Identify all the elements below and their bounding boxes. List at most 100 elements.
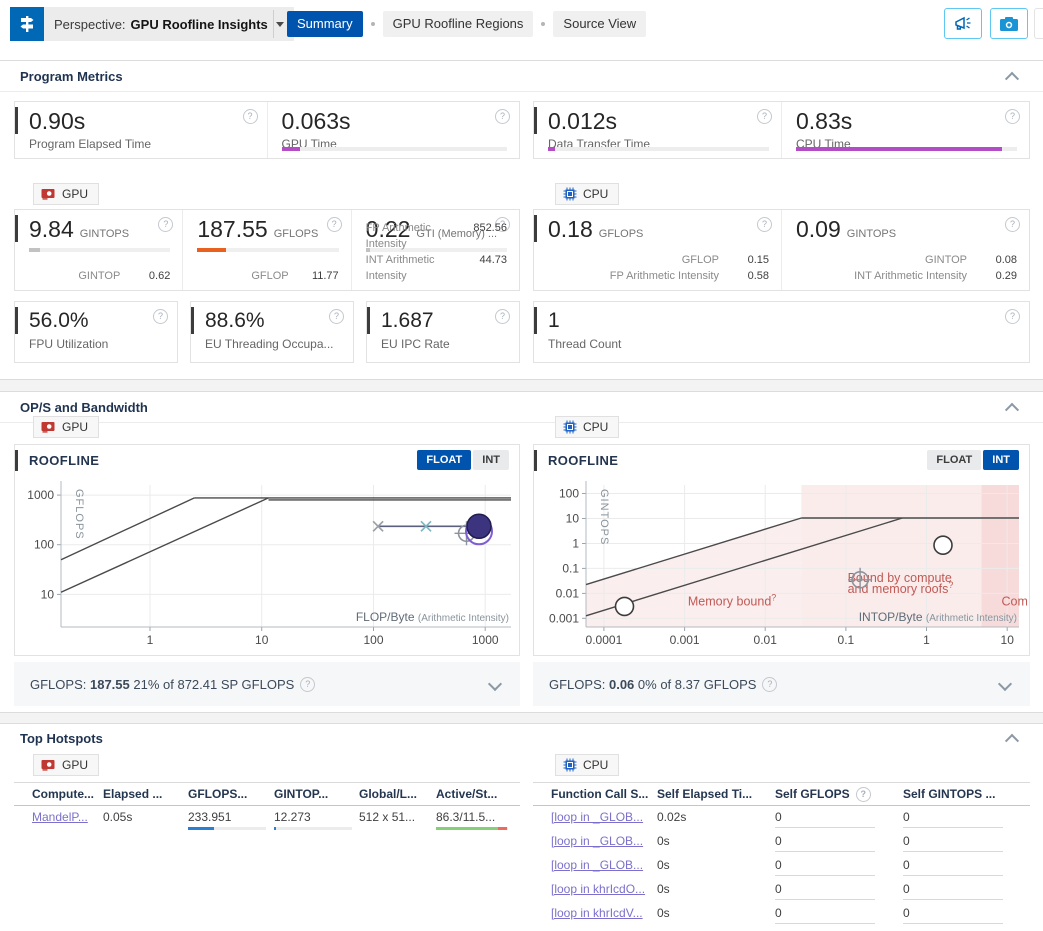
svg-text:1000: 1000 (27, 488, 54, 502)
perspective-selector[interactable]: Perspective: GPU Roofline Insights (10, 7, 294, 41)
help-icon[interactable]: ? (495, 309, 510, 324)
metric-value: 9.84 (29, 216, 74, 242)
metric-unit: GINTOPS (847, 228, 896, 240)
roofline-title: ROOFLINE (548, 453, 618, 468)
chevron-up-icon (1005, 72, 1019, 86)
svg-text:1: 1 (923, 633, 930, 647)
tab-separator-dot (541, 22, 545, 26)
help-icon[interactable]: ? (762, 677, 777, 692)
cell-self-gflops: 0 (775, 834, 782, 848)
metric-label: Program Elapsed Time (29, 137, 255, 151)
float-int-toggle: FLOAT INT (417, 450, 509, 470)
help-icon[interactable]: ? (329, 309, 344, 324)
expand-summary-button[interactable] (486, 675, 504, 693)
function-link[interactable]: [loop in _GLOB... (551, 810, 643, 824)
help-icon[interactable]: ? (158, 217, 173, 232)
accent-tick (15, 450, 18, 471)
collapse-section-button[interactable] (1003, 729, 1021, 747)
cell-self-gflops: 0 (775, 906, 782, 920)
help-icon[interactable]: ? (243, 109, 258, 124)
col-global-local[interactable]: Global/L... (359, 783, 436, 806)
col-gflops[interactable]: GFLOPS... (188, 783, 274, 806)
metric-progress-bar (282, 147, 508, 151)
toolbar: Perspective: GPU Roofline Insights Summa… (0, 0, 1043, 60)
summary-prefix: GFLOPS: (549, 677, 605, 692)
collapse-section-button[interactable] (1003, 398, 1021, 416)
metric-fpu-utilization: 56.0% ? FPU Utilization (14, 301, 178, 363)
help-icon[interactable]: ? (495, 109, 510, 124)
col-self-gintops[interactable]: Self GINTOPS ... (903, 783, 1030, 806)
tab-gpu-roofline-regions[interactable]: GPU Roofline Regions (383, 11, 534, 37)
col-function-call-site[interactable]: Function Call S... (533, 783, 657, 806)
toggle-int[interactable]: INT (983, 450, 1019, 470)
value-track (903, 923, 1003, 924)
accent-tick (534, 450, 537, 471)
table-row: [loop in _GLOB...0s00 (533, 830, 1030, 854)
snapshot-button[interactable] (990, 8, 1028, 39)
metric-cpu-gflops: 0.18GFLOPS ? GFLOP0.15 FP Arithmetic Int… (534, 210, 781, 290)
metric-data-transfer-time: 0.012s ? Data Transfer Time (534, 102, 781, 158)
function-link[interactable]: [loop in khrIcdV... (551, 906, 643, 920)
help-icon[interactable]: ? (327, 217, 342, 232)
value-track (775, 923, 875, 924)
value-track (775, 851, 875, 852)
view-tabs: Summary GPU Roofline Regions Source View (287, 11, 646, 37)
col-compute-task[interactable]: Compute... (14, 783, 103, 806)
gpu-roofline-chart[interactable]: 1101001000101001000FLOP/Byte (Arithmetic… (15, 475, 517, 653)
perspective-value: GPU Roofline Insights (131, 17, 268, 32)
help-icon[interactable]: ? (856, 787, 871, 802)
table-row: MandelP... 0.05s 233.951 12.273 512 x 51… (14, 806, 520, 833)
chevron-down-icon (276, 22, 284, 27)
gpu-badge: GPU (33, 416, 99, 438)
cell-self-gflops: 0 (775, 858, 782, 872)
summary-prefix: GFLOPS: (30, 677, 86, 692)
toggle-float[interactable]: FLOAT (417, 450, 471, 470)
add-panel-button[interactable]: + (1034, 8, 1043, 39)
svg-text:Memory bound?: Memory bound? (688, 593, 776, 609)
help-icon[interactable]: ? (1005, 309, 1020, 324)
cell-self-gflops: 0 (775, 810, 782, 824)
metric-progress-bar (29, 248, 170, 252)
collapse-section-button[interactable] (1003, 67, 1021, 85)
help-icon[interactable]: ? (757, 109, 772, 124)
function-link[interactable]: [loop in _GLOB... (551, 858, 643, 872)
expand-summary-button[interactable] (996, 675, 1014, 693)
col-gintops[interactable]: GINTOP... (274, 783, 359, 806)
svg-text:Comp: Comp (1002, 595, 1028, 609)
metric-label: EU Threading Occupa... (205, 337, 341, 351)
help-icon[interactable]: ? (757, 217, 772, 232)
svg-text:FLOP/Byte (Arithmetic Intensit: FLOP/Byte (Arithmetic Intensity) (356, 610, 509, 624)
perspective-label: Perspective: (54, 17, 126, 32)
col-self-elapsed-time[interactable]: Self Elapsed Ti... (657, 783, 775, 806)
metric-sub-values: GINTOP0.08 INT Arithmetic Intensity0.29 (796, 252, 1017, 284)
chevron-down-icon (998, 677, 1012, 691)
function-link[interactable]: [loop in khrIcdO... (551, 882, 645, 896)
perspective-icon (10, 7, 44, 41)
help-icon[interactable]: ? (1005, 217, 1020, 232)
col-elapsed-time[interactable]: Elapsed ... (103, 783, 188, 806)
col-active-stalled[interactable]: Active/St... (436, 783, 520, 806)
metric-value: 0.012s (548, 108, 617, 134)
tab-summary[interactable]: Summary (287, 11, 363, 37)
help-icon[interactable]: ? (153, 309, 168, 324)
metric-label: Thread Count (548, 337, 1017, 351)
help-icon[interactable]: ? (1005, 109, 1020, 124)
toggle-float[interactable]: FLOAT (927, 450, 981, 470)
tab-source-view[interactable]: Source View (553, 11, 646, 37)
tab-separator-dot (371, 22, 375, 26)
value-track (903, 851, 1003, 852)
toggle-int[interactable]: INT (473, 450, 509, 470)
help-icon[interactable]: ? (300, 677, 315, 692)
top-hotspots-header: Top Hotspots (0, 724, 1043, 752)
gpu-badge-label: GPU (62, 187, 88, 201)
function-link[interactable]: [loop in _GLOB... (551, 834, 643, 848)
cpu-ops-card-group: 0.18GFLOPS ? GFLOP0.15 FP Arithmetic Int… (533, 209, 1030, 291)
cpu-chip-icon (563, 758, 577, 772)
accent-tick (15, 307, 18, 334)
col-self-gflops[interactable]: Self GFLOPS? (775, 783, 903, 806)
cpu-roofline-chart[interactable]: 0.00010.0010.010.11100.0010.010.1110100M… (534, 475, 1027, 653)
feedback-button[interactable] (944, 8, 982, 39)
kernel-link[interactable]: MandelP... (32, 810, 88, 824)
metric-value: 0.09 (796, 216, 841, 242)
section-title: Top Hotspots (20, 731, 103, 746)
